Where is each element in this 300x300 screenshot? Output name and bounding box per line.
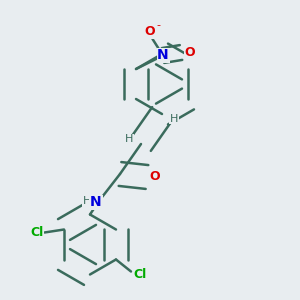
Text: O: O xyxy=(149,170,160,184)
Text: H: H xyxy=(83,196,91,206)
Text: N: N xyxy=(157,49,169,62)
Text: H: H xyxy=(170,113,178,124)
Text: N: N xyxy=(90,196,102,209)
Text: H: H xyxy=(125,134,133,145)
Text: -: - xyxy=(157,20,160,30)
Text: O: O xyxy=(185,46,195,59)
Text: Cl: Cl xyxy=(30,226,44,239)
Text: Cl: Cl xyxy=(134,268,147,281)
Text: O: O xyxy=(144,25,155,38)
